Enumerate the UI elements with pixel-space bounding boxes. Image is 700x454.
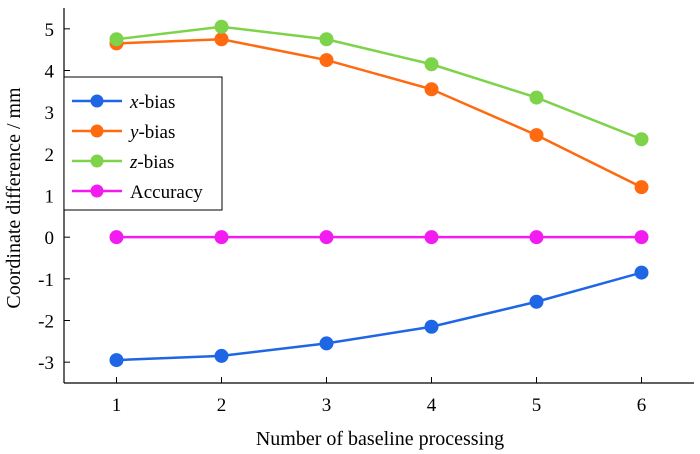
series-layer	[109, 19, 649, 368]
data-point	[319, 53, 334, 68]
y-tick-label: 4	[45, 62, 55, 83]
legend-marker	[90, 94, 104, 108]
y-tick-label: 2	[45, 145, 55, 166]
series-line	[116, 271, 642, 362]
legend: x-bias y-bias z-bias Accuracy	[63, 76, 223, 211]
y-tick-label: -3	[38, 353, 54, 374]
data-point	[634, 265, 649, 280]
legend-label: x-bias	[129, 92, 175, 113]
x-tick-label: 4	[427, 395, 437, 416]
x-tick-label: 5	[532, 395, 542, 416]
data-point	[214, 19, 229, 34]
series-z-bias	[109, 19, 649, 147]
legend-marker	[90, 154, 104, 168]
data-point	[109, 230, 124, 245]
data-point	[424, 230, 439, 245]
data-point	[529, 90, 544, 105]
legend-item: z-bias	[72, 152, 174, 173]
data-point	[319, 230, 334, 245]
series-accuracy	[109, 230, 649, 245]
legend-label: y-bias	[128, 122, 175, 143]
series-line	[116, 25, 642, 141]
legend-marker	[90, 124, 104, 138]
legend-label: Accuracy	[130, 182, 203, 203]
y-tick-label: 5	[45, 20, 55, 41]
legend-item: x-bias	[72, 92, 175, 113]
data-point	[424, 82, 439, 97]
legend-label: z-bias	[129, 152, 174, 173]
legend-item: Accuracy	[72, 182, 203, 203]
axes: 5 4 3 2 1 0 -1 -2 -3 1 2 3 4 5 6	[38, 8, 694, 416]
data-point	[634, 180, 649, 195]
data-point	[109, 353, 124, 368]
legend-item: y-bias	[72, 122, 175, 143]
y-tick-label: -2	[38, 312, 54, 333]
data-point	[214, 348, 229, 363]
x-tick-label: 2	[217, 395, 227, 416]
data-point	[529, 128, 544, 143]
data-point	[109, 32, 124, 47]
data-point	[214, 32, 229, 47]
legend-marker	[90, 184, 104, 198]
series-line	[116, 37, 643, 189]
data-point	[319, 336, 334, 351]
data-point	[424, 57, 439, 72]
data-point	[634, 230, 649, 245]
y-axis-title: Coordinate difference / mm	[3, 87, 25, 309]
data-point	[634, 132, 649, 147]
legend-box	[63, 76, 223, 211]
data-point	[214, 230, 229, 245]
x-axis-title: Number of baseline processing	[256, 428, 504, 450]
data-point	[529, 294, 544, 309]
data-point	[529, 230, 544, 245]
data-point	[424, 319, 439, 334]
y-tick-label: 0	[45, 228, 55, 249]
x-tick-label: 6	[637, 395, 647, 416]
x-tick-label: 1	[112, 395, 122, 416]
series-x-bias	[109, 265, 649, 368]
y-tick-label: 3	[45, 103, 55, 124]
y-tick-label: 1	[45, 187, 55, 208]
data-point	[319, 32, 334, 47]
y-tick-label: -1	[38, 270, 54, 291]
x-tick-label: 3	[322, 395, 332, 416]
